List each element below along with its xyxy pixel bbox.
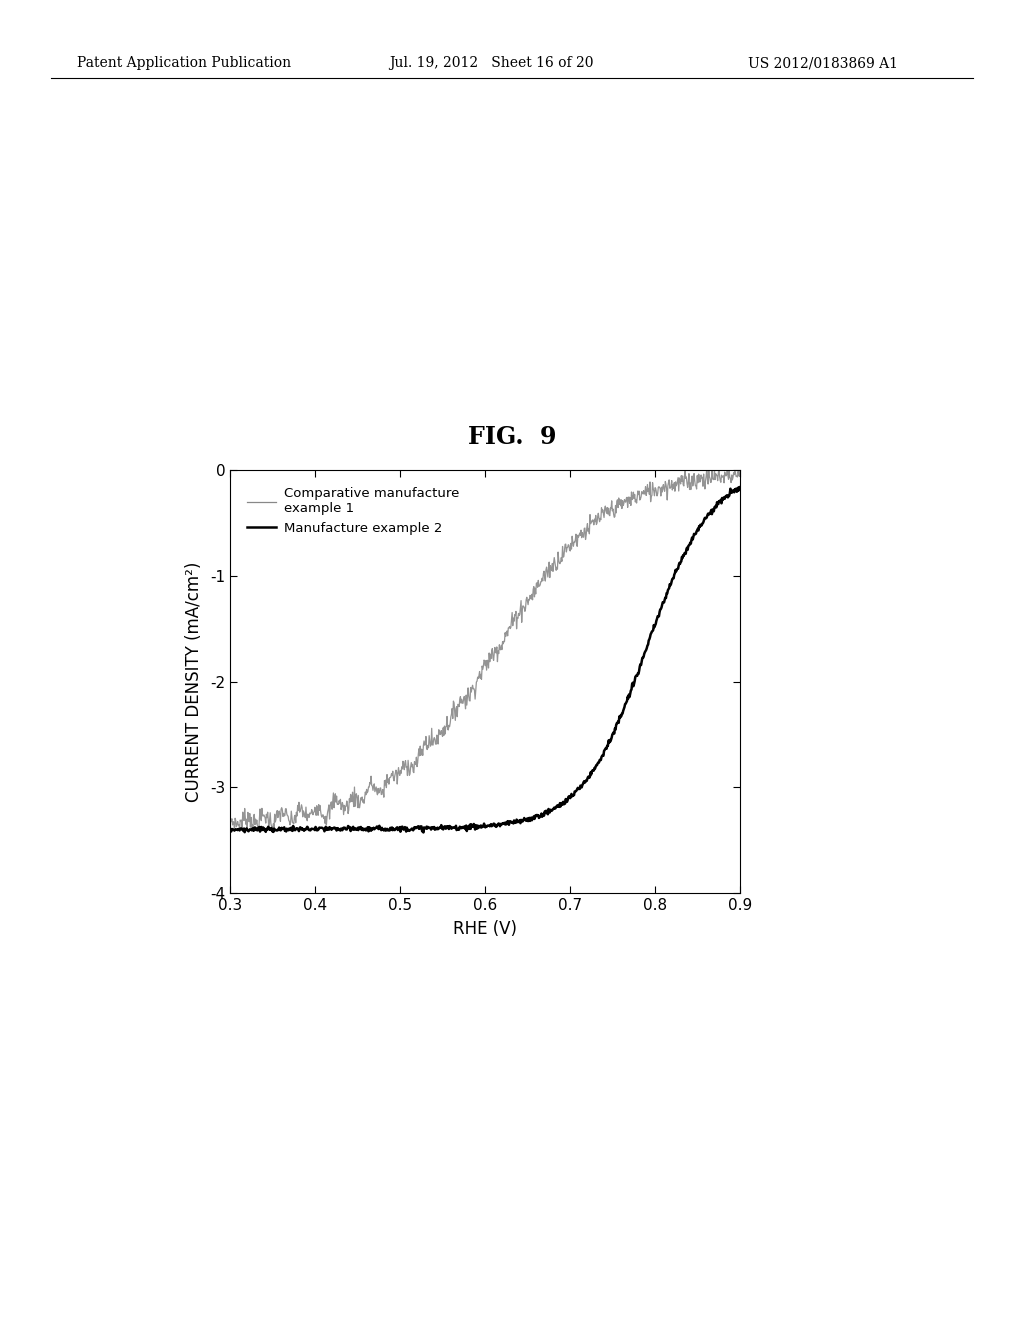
Y-axis label: CURRENT DENSITY (mA/cm²): CURRENT DENSITY (mA/cm²): [185, 561, 203, 801]
Text: Patent Application Publication: Patent Application Publication: [77, 57, 291, 70]
Text: US 2012/0183869 A1: US 2012/0183869 A1: [748, 57, 897, 70]
Legend: Comparative manufacture
example 1, Manufacture example 2: Comparative manufacture example 1, Manuf…: [237, 477, 470, 545]
X-axis label: RHE (V): RHE (V): [453, 920, 517, 937]
Text: Jul. 19, 2012   Sheet 16 of 20: Jul. 19, 2012 Sheet 16 of 20: [389, 57, 594, 70]
Text: FIG.  9: FIG. 9: [468, 425, 556, 449]
